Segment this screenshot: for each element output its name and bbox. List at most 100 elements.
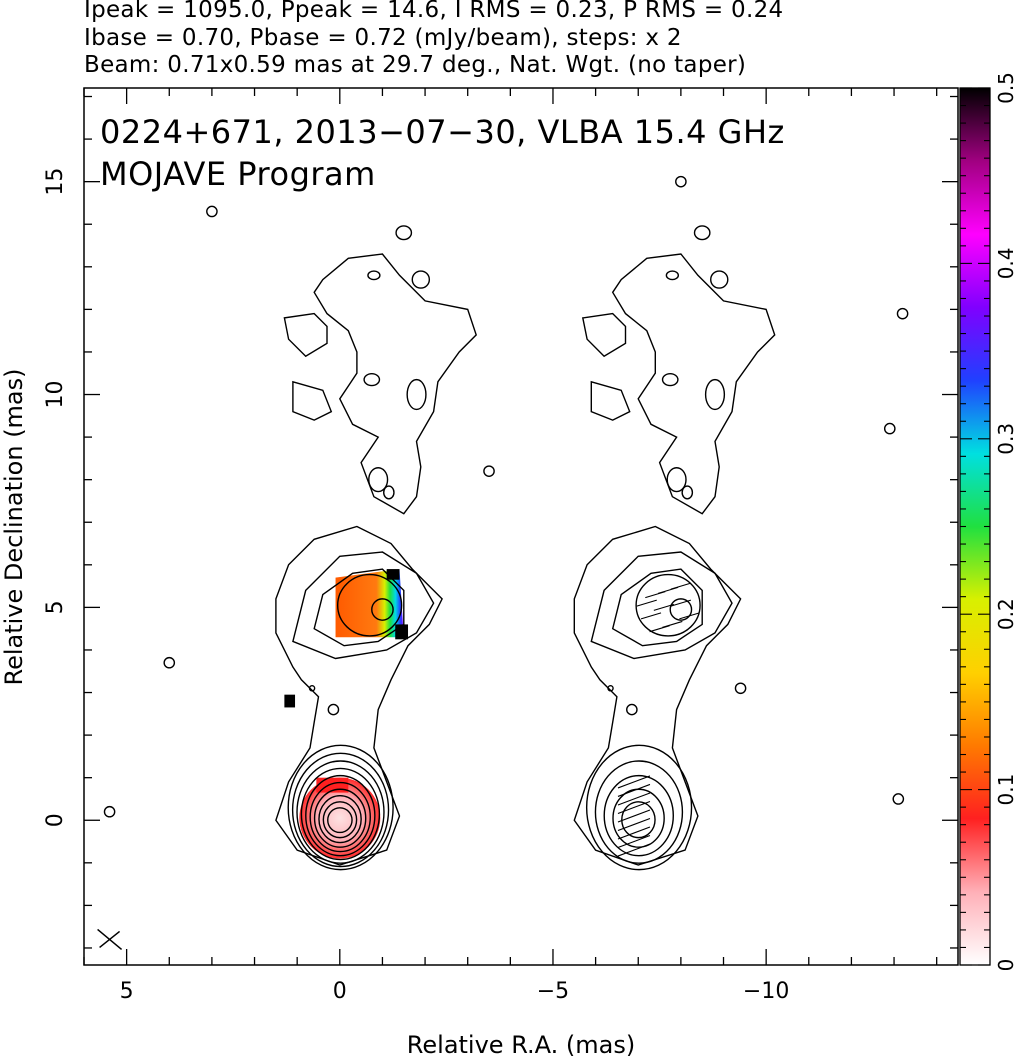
right-contour-core <box>621 801 656 839</box>
right-contour-inner <box>626 703 638 716</box>
right-contour-knot <box>611 568 703 647</box>
right-contour-blob <box>590 380 631 421</box>
right-contour-inner <box>607 685 614 692</box>
evpa-vector <box>617 775 651 789</box>
left-contour-inner <box>383 485 395 500</box>
knot-frac-pol <box>335 569 404 638</box>
evpa-vector <box>670 599 692 607</box>
left-contour-inner <box>411 270 431 289</box>
left-contour-core <box>313 788 367 848</box>
evpa-vector <box>679 612 700 620</box>
right-contour-blob <box>581 312 627 358</box>
isolated-contour <box>896 307 909 320</box>
isolated-contour <box>483 465 495 477</box>
left-contour-inner <box>395 225 413 241</box>
evpa-vector <box>617 809 651 823</box>
right-contour-knot <box>669 598 693 621</box>
evpa-vector <box>617 843 651 857</box>
isolated-contour <box>206 205 218 218</box>
isolated-contour <box>103 805 116 818</box>
left-contour-core <box>296 760 385 864</box>
evpa-vector <box>645 591 666 599</box>
left-contour-knot <box>371 598 394 621</box>
isolated-contour <box>734 682 747 695</box>
left-contour-knot <box>313 568 405 647</box>
plot-frame <box>83 87 959 966</box>
right-contour-upper-jet <box>611 253 776 515</box>
x-tick-label: −5 <box>537 979 569 1004</box>
left-contour-knot <box>336 573 403 637</box>
left-contour-inner <box>327 703 340 716</box>
left-contour-core <box>291 752 390 868</box>
image-layer <box>97 175 909 951</box>
left-contour-inner <box>367 270 381 281</box>
evpa-vector <box>617 835 651 849</box>
left-contour-core <box>327 807 353 834</box>
right-contour-core <box>585 744 693 871</box>
left-contour-inner <box>406 378 427 411</box>
right-contour-inner <box>704 378 726 411</box>
colorbar-tick-label: 0.2 <box>994 598 1018 630</box>
colorbar-tick-label: 0.1 <box>994 774 1018 806</box>
colorbar-tick-label: 0.4 <box>994 247 1018 279</box>
right-contour-knot <box>635 573 701 637</box>
knot-frac-pol-edge <box>386 569 400 580</box>
evpa-vector <box>640 612 662 620</box>
left-contour-core <box>305 774 376 857</box>
colorbar-tick-label: 0 <box>994 959 1018 972</box>
y-tick-label: 5 <box>43 600 68 614</box>
left-contour-core <box>300 767 381 861</box>
evpa-vector <box>617 800 651 814</box>
colorbar: 0 0.1 0.2 0.3 0.4 0.5 <box>959 72 1018 972</box>
evpa-vector <box>617 792 651 806</box>
right-contour-inner <box>661 372 679 387</box>
left-contour-core <box>318 794 362 844</box>
header-line-1: Ipeak = 1095.0, Ppeak = 14.6, I RMS = 0.… <box>84 0 784 23</box>
evpa-vector <box>653 603 674 611</box>
isolated-contour <box>883 422 896 435</box>
beam-marker <box>99 930 121 949</box>
y-tick-label: 10 <box>43 381 68 409</box>
right-contour-outer <box>573 525 742 866</box>
evpa-vector <box>617 783 651 797</box>
x-axis-title: Relative R.A. (mas) <box>407 1031 635 1059</box>
header-line-2: Ibase = 0.70, Pbase = 0.72 (mJy/beam), s… <box>84 25 682 51</box>
plot-area <box>83 87 959 966</box>
right-contour-inner <box>710 270 729 289</box>
header-line-3: Beam: 0.71x0.59 mas at 29.7 deg., Nat. W… <box>84 52 747 78</box>
right-contour-core <box>603 774 674 857</box>
colorbar-tick-label: 0.5 <box>994 72 1018 104</box>
y-tick-label: 15 <box>43 168 68 196</box>
right-contour-core <box>594 760 684 864</box>
axis-ticks: 5 0 −5 −10 0 5 10 15 <box>43 88 958 1004</box>
evpa-vector <box>649 625 670 633</box>
isolated-contour <box>675 175 687 188</box>
x-tick-label: 0 <box>333 979 347 1004</box>
evpa-vector <box>636 599 657 607</box>
y-tick-label: 0 <box>43 813 68 827</box>
x-tick-label: −10 <box>743 979 789 1004</box>
left-contour-inner <box>363 372 381 387</box>
chart-title: 0224+671, 2013−07−30, VLBA 15.4 GHz <box>100 113 785 151</box>
right-contour-inner <box>666 467 687 493</box>
left-contour-inner <box>308 685 316 692</box>
isolated-contour <box>163 656 176 669</box>
evpa-vector <box>670 582 692 590</box>
isolated-contour <box>892 793 905 805</box>
left-contour-inner <box>368 467 389 493</box>
colorbar-tick-label: 0.3 <box>994 423 1018 455</box>
left-contour-core <box>287 744 394 871</box>
left-contour-core <box>322 801 358 839</box>
left-contour-blob <box>283 312 328 358</box>
right-contour-inner <box>665 270 680 281</box>
left-contour-outer <box>275 525 443 866</box>
y-axis-title: Relative Declination (mas) <box>0 368 28 685</box>
left-contour-blob <box>292 380 333 421</box>
left-contour-core <box>309 781 371 853</box>
right-contour-inner <box>693 225 711 241</box>
core-frac-pol <box>299 777 381 859</box>
chart-subtitle: MOJAVE Program <box>100 155 376 193</box>
right-contour-inner <box>681 485 694 500</box>
evpa-vector <box>617 817 651 832</box>
left-contour-knot <box>292 551 435 660</box>
